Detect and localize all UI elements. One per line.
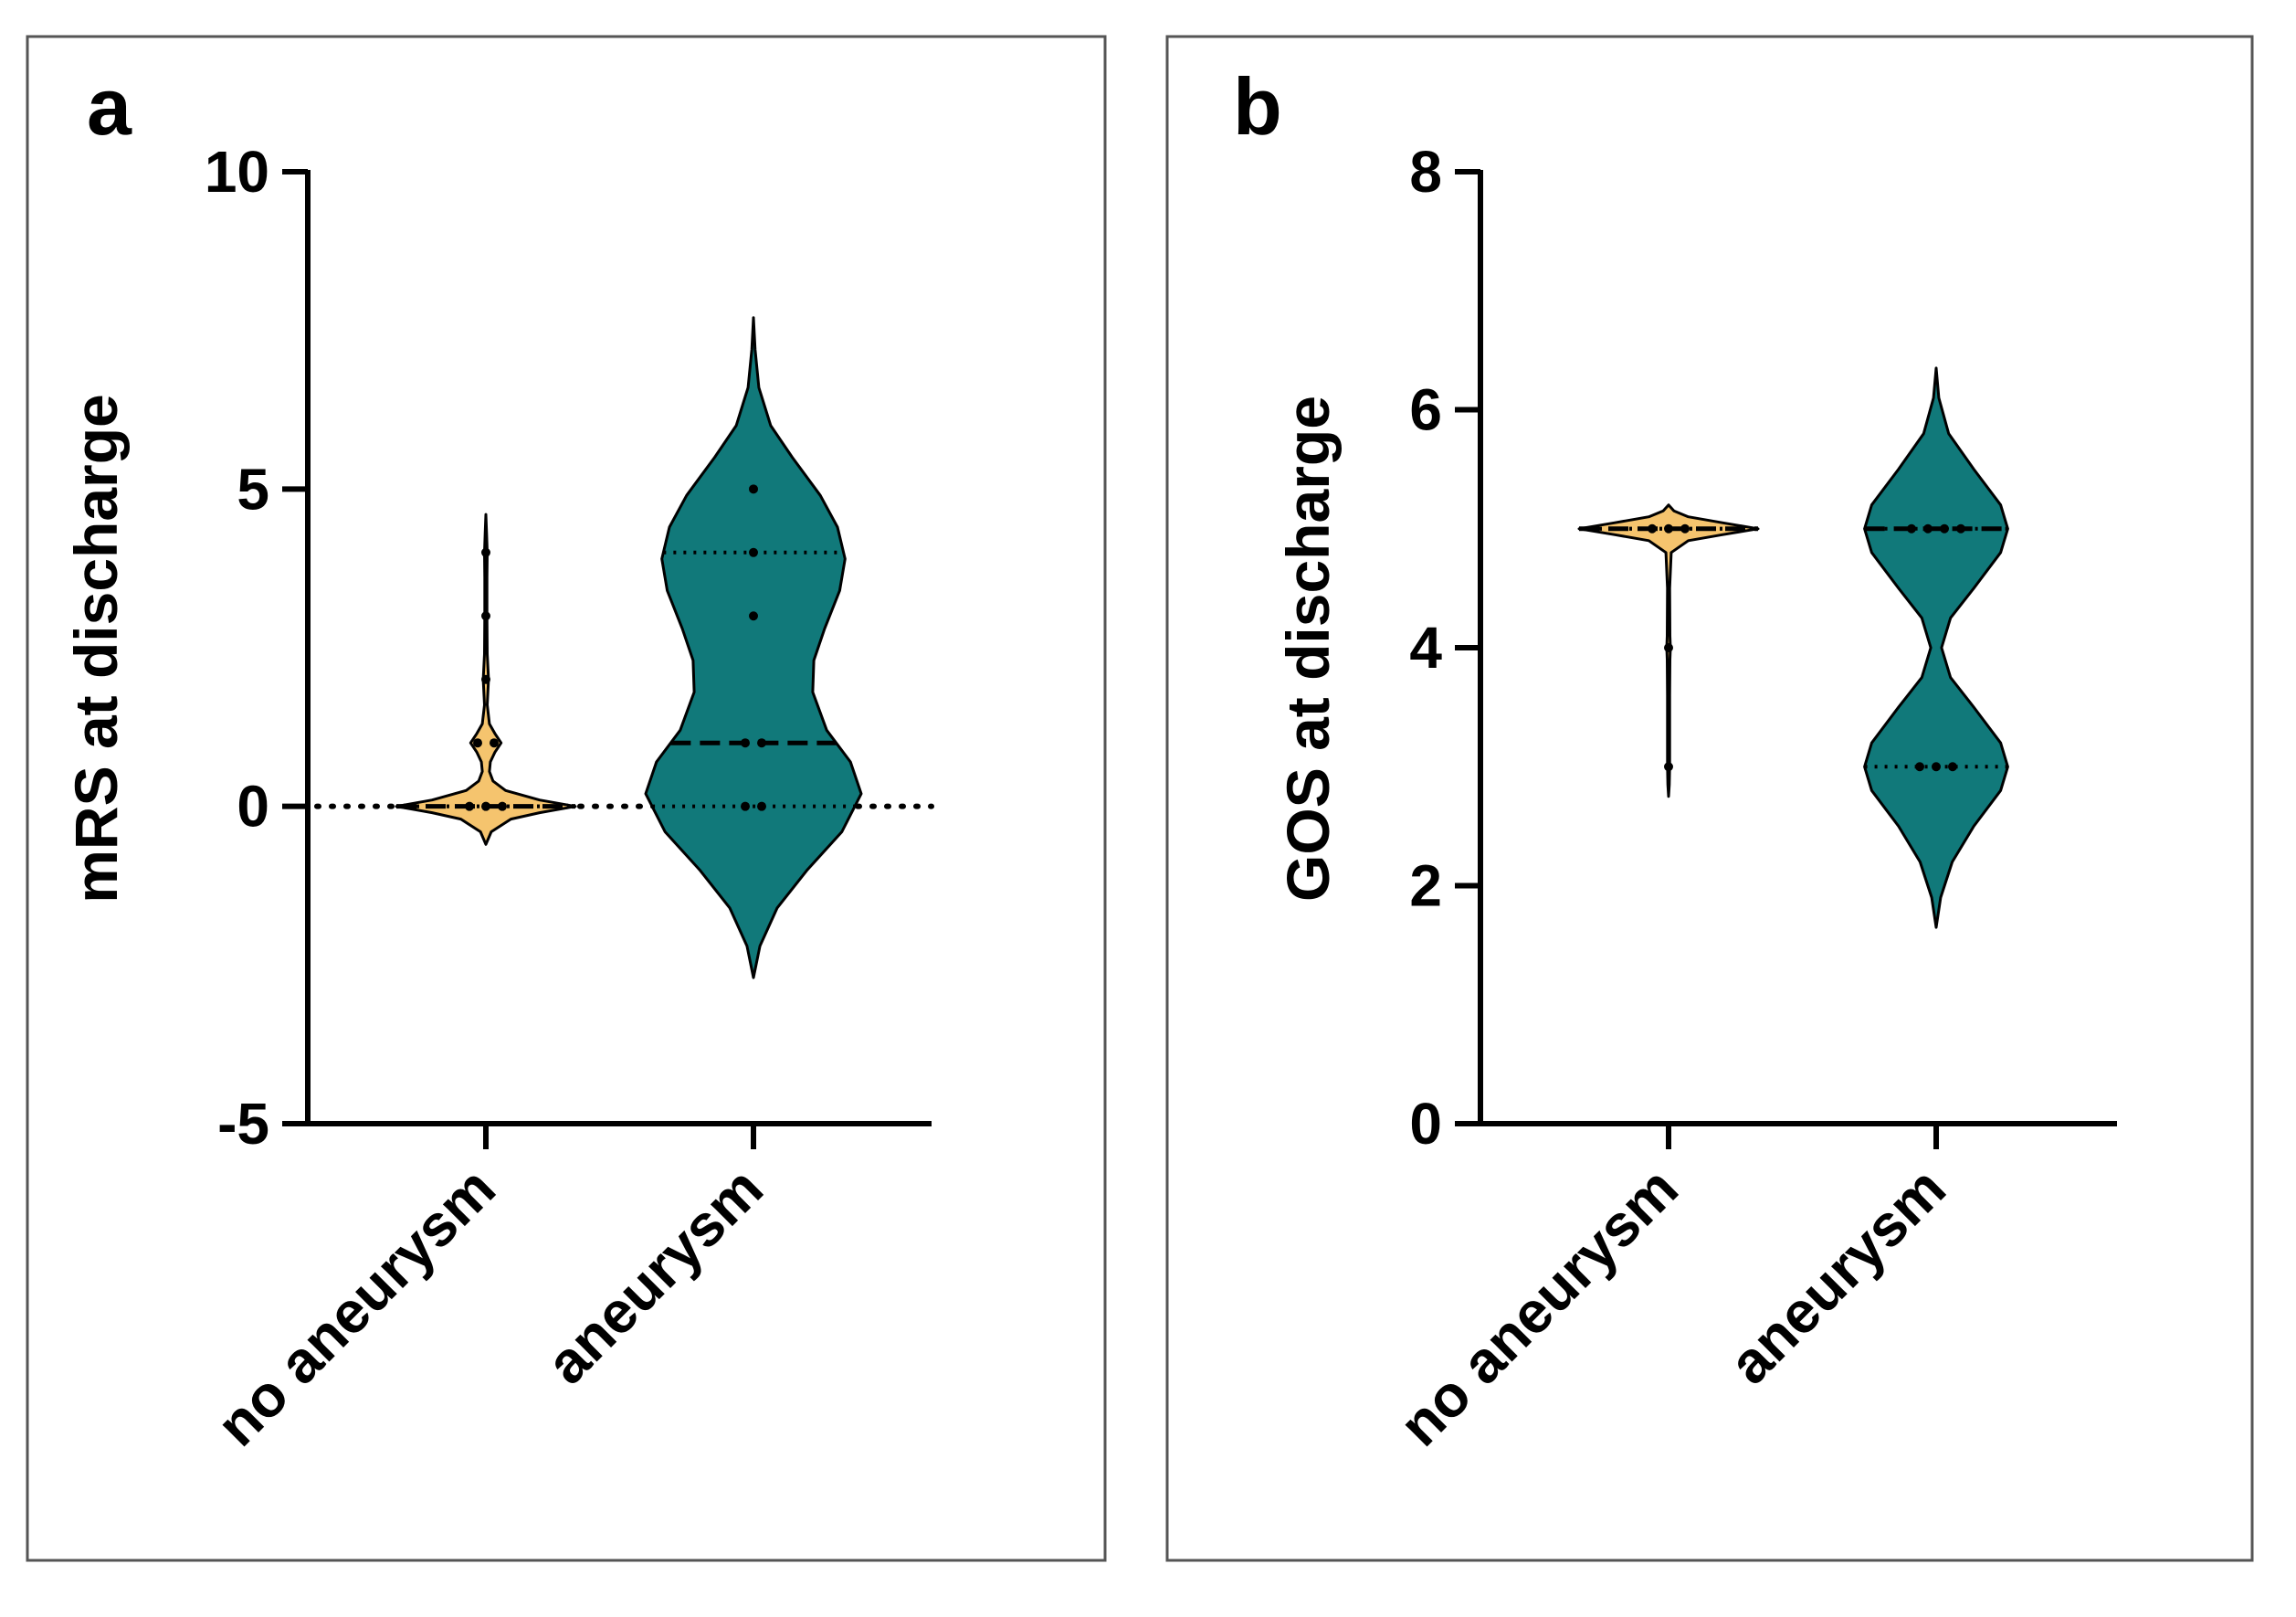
data-point [1915, 762, 1924, 772]
y-tick-label: -5 [217, 1091, 269, 1157]
data-point [757, 801, 766, 811]
y-tick-label: 10 [205, 139, 269, 205]
panel-b: b GOS at discharge 0 2 4 6 8 no aneurysm aneurys… [1165, 35, 2254, 1562]
violin-shape [1863, 366, 2009, 929]
x-tick-label: no aneurysm [204, 1155, 508, 1459]
panel-label: a [87, 61, 132, 152]
x-tick-label: aneurysm [1716, 1155, 1958, 1397]
violin-aneurysm [1863, 366, 2009, 929]
panel-label: b [1233, 61, 1282, 152]
violin-no-aneurysm [395, 513, 577, 846]
data-point [757, 738, 766, 748]
panel-border [1165, 35, 2254, 1562]
data-point [481, 611, 490, 621]
x-tick-label: no aneurysm [1386, 1155, 1690, 1459]
y-tick-label: 6 [1409, 377, 1442, 443]
data-point [1956, 523, 1965, 534]
y-axis-label: GOS at discharge [1274, 396, 1342, 902]
data-point [1664, 523, 1673, 534]
data-point [1940, 523, 1949, 534]
data-point [481, 674, 490, 684]
data-point [473, 738, 482, 748]
data-point [498, 801, 507, 811]
y-tick-label: 4 [1409, 615, 1442, 681]
data-point [1932, 762, 1941, 772]
data-point [749, 484, 758, 494]
y-tick-label: 0 [237, 774, 269, 840]
y-tick-label: 2 [1409, 853, 1442, 919]
x-tick-label: aneurysm [533, 1155, 775, 1397]
panel-border [26, 35, 1107, 1562]
data-point [749, 547, 758, 557]
y-axis-label: mRS at discharge [62, 394, 130, 904]
panel-a: a mRS at discharge -5 0 5 10 no aneurysm aneury… [26, 35, 1107, 1562]
data-point [741, 801, 750, 811]
violin-shape [644, 316, 863, 979]
violin-aneurysm [644, 316, 863, 979]
data-point [490, 738, 499, 748]
y-tick-label: 8 [1409, 139, 1442, 205]
data-point [1664, 643, 1673, 652]
data-point [481, 547, 490, 557]
data-point [1664, 762, 1673, 772]
data-point [465, 801, 474, 811]
data-point [1680, 523, 1690, 534]
data-point [481, 801, 490, 811]
violin-no-aneurysm [1577, 503, 1760, 798]
data-point [1923, 523, 1933, 534]
data-point [749, 611, 758, 621]
data-point [1648, 523, 1657, 534]
data-point [1948, 762, 1957, 772]
y-tick-label: 5 [237, 456, 269, 522]
y-tick-label: 0 [1409, 1091, 1442, 1157]
data-point [741, 738, 750, 748]
data-point [1907, 523, 1916, 534]
